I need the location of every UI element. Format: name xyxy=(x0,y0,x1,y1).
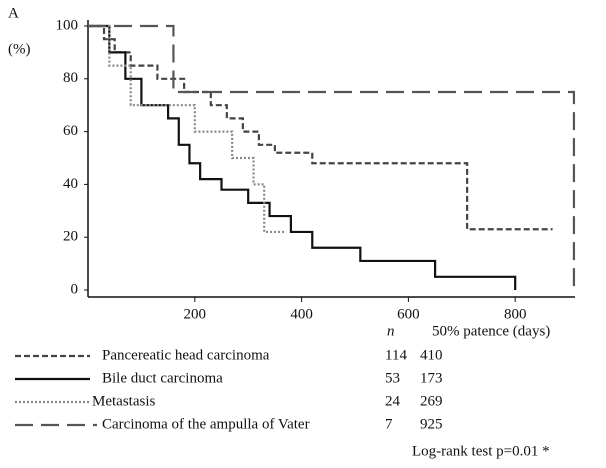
y-axis-label: (%) xyxy=(8,41,31,57)
y-tick-label: 100 xyxy=(56,17,79,33)
footnote: Log-rank test p=0.01 * xyxy=(412,443,550,459)
km-curve xyxy=(88,24,517,290)
legend-label: Carcinoma of the ampulla of Vater xyxy=(102,416,310,432)
legend-median: 410 xyxy=(420,347,443,363)
legend-label: Bile duct carcinoma xyxy=(102,370,223,386)
y-tick-label: 60 xyxy=(63,123,78,139)
legend-median: 173 xyxy=(420,370,443,386)
x-tick-label: 400 xyxy=(290,306,313,322)
legend-median: 269 xyxy=(420,393,443,409)
legend-n: 53 xyxy=(385,370,400,386)
panel-label: A xyxy=(8,5,19,21)
x-tick-label: 800 xyxy=(504,306,527,322)
x-tick-label: 600 xyxy=(397,306,420,322)
y-tick-label: 80 xyxy=(63,70,78,86)
km-curve xyxy=(88,24,553,231)
x-tick-label: 200 xyxy=(184,306,207,322)
legend-n: 24 xyxy=(385,393,401,409)
y-tick-label: 20 xyxy=(63,229,78,245)
legend-header: n xyxy=(387,323,395,339)
km-curve xyxy=(88,24,576,290)
legend-n: 7 xyxy=(385,416,393,432)
legend-label: Metastasis xyxy=(92,393,155,409)
km-curve xyxy=(88,24,286,234)
legend-n: 114 xyxy=(385,347,407,363)
legend-label: Pancereatic head carcinoma xyxy=(102,347,270,363)
legend-header: 50% patence (days) xyxy=(432,323,550,339)
y-tick-label: 40 xyxy=(63,176,78,192)
y-tick-label: 0 xyxy=(71,281,79,297)
legend-median: 925 xyxy=(420,416,443,432)
